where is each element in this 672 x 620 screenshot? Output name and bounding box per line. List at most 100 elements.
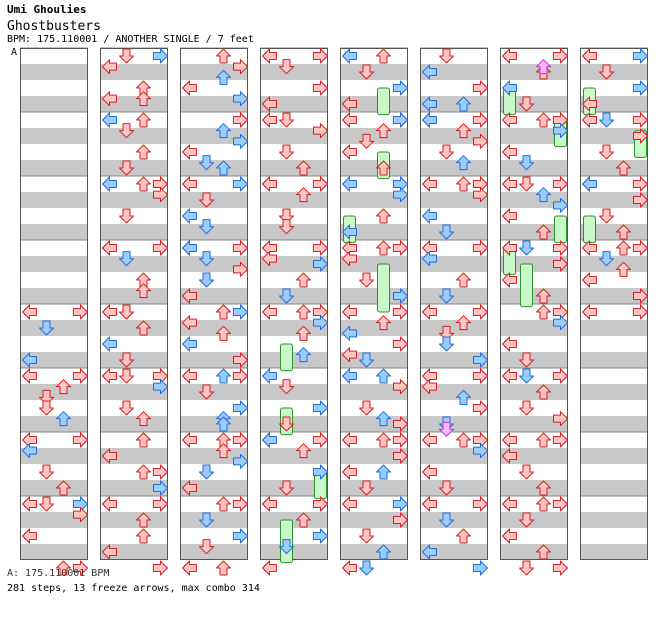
up-arrow-icon xyxy=(456,528,471,544)
right-arrow-icon xyxy=(473,240,488,256)
up-arrow-icon xyxy=(616,261,631,277)
freeze-arrow-down xyxy=(280,343,293,372)
right-arrow-icon xyxy=(73,368,88,384)
stripe xyxy=(180,256,248,272)
left-arrow-icon xyxy=(422,208,437,224)
stripe xyxy=(20,416,88,432)
up-arrow-icon xyxy=(536,288,551,304)
up-arrow-icon xyxy=(376,240,391,256)
up-arrow-icon xyxy=(216,69,231,85)
left-arrow-icon xyxy=(582,48,597,64)
right-arrow-icon xyxy=(553,240,568,256)
stripe xyxy=(260,224,328,240)
up-arrow-icon xyxy=(216,443,231,459)
right-arrow-icon xyxy=(393,187,408,203)
column-border xyxy=(340,48,408,560)
up-arrow-icon xyxy=(56,411,71,427)
up-arrow-icon xyxy=(376,411,391,427)
up-arrow-icon xyxy=(456,432,471,448)
stripe xyxy=(500,288,568,304)
left-arrow-icon xyxy=(262,496,277,512)
left-arrow-icon xyxy=(502,368,517,384)
down-arrow-icon xyxy=(599,64,614,80)
right-arrow-icon xyxy=(633,176,648,192)
down-arrow-icon xyxy=(199,272,214,288)
down-arrow-icon xyxy=(359,133,374,149)
stripe xyxy=(260,352,328,368)
freeze-arrow-left xyxy=(583,215,596,244)
up-arrow-icon xyxy=(136,320,151,336)
left-arrow-icon xyxy=(182,176,197,192)
left-arrow-icon xyxy=(262,560,277,576)
up-arrow-icon xyxy=(216,48,231,64)
up-arrow-icon xyxy=(56,480,71,496)
up-arrow-icon xyxy=(136,144,151,160)
left-arrow-icon xyxy=(22,496,37,512)
down-arrow-icon xyxy=(439,144,454,160)
right-arrow-icon xyxy=(553,432,568,448)
right-arrow-icon xyxy=(473,496,488,512)
right-arrow-icon xyxy=(393,416,408,432)
stripe xyxy=(420,352,488,368)
down-arrow-icon xyxy=(439,336,454,352)
up-arrow-icon xyxy=(56,560,71,576)
down-arrow-icon xyxy=(599,251,614,267)
right-arrow-icon xyxy=(153,560,168,576)
left-arrow-icon xyxy=(262,176,277,192)
up-arrow-icon xyxy=(376,123,391,139)
down-arrow-icon xyxy=(519,400,534,416)
down-arrow-icon xyxy=(199,219,214,235)
up-arrow-icon xyxy=(296,187,311,203)
down-arrow-icon xyxy=(519,176,534,192)
right-arrow-icon xyxy=(233,496,248,512)
right-arrow-icon xyxy=(553,197,568,213)
right-arrow-icon xyxy=(393,336,408,352)
down-arrow-icon xyxy=(199,251,214,267)
up-arrow-icon xyxy=(136,112,151,128)
left-arrow-icon xyxy=(502,80,517,96)
up-arrow-icon xyxy=(456,96,471,112)
left-arrow-icon xyxy=(422,251,437,267)
right-arrow-icon xyxy=(233,112,248,128)
right-arrow-icon xyxy=(233,352,248,368)
up-arrow-icon xyxy=(536,544,551,560)
up-arrow-icon xyxy=(136,464,151,480)
left-arrow-icon xyxy=(582,112,597,128)
left-arrow-icon xyxy=(422,379,437,395)
down-arrow-icon xyxy=(359,480,374,496)
left-arrow-icon xyxy=(502,528,517,544)
stripe xyxy=(180,416,248,432)
left-arrow-icon xyxy=(22,352,37,368)
stripe xyxy=(580,352,648,368)
left-arrow-icon xyxy=(422,96,437,112)
song-title: Ghostbusters xyxy=(7,19,101,34)
stripe xyxy=(580,320,648,336)
right-arrow-icon xyxy=(233,400,248,416)
up-arrow-icon xyxy=(376,432,391,448)
up-arrow-icon xyxy=(456,389,471,405)
down-arrow-icon xyxy=(279,288,294,304)
down-arrow-icon xyxy=(39,320,54,336)
stripe xyxy=(340,512,408,528)
up-arrow-icon xyxy=(296,512,311,528)
stripe xyxy=(20,352,88,368)
up-arrow-icon xyxy=(296,304,311,320)
up-arrow-icon xyxy=(376,368,391,384)
left-arrow-icon xyxy=(102,336,117,352)
left-arrow-icon xyxy=(182,80,197,96)
stripe xyxy=(580,128,648,144)
down-arrow-icon xyxy=(439,480,454,496)
stripe xyxy=(20,384,88,400)
left-arrow-icon xyxy=(342,251,357,267)
down-arrow-icon xyxy=(39,400,54,416)
left-arrow-icon xyxy=(262,368,277,384)
right-arrow-icon xyxy=(393,496,408,512)
left-arrow-icon xyxy=(342,560,357,576)
stripe xyxy=(20,480,88,496)
down-arrow-icon xyxy=(279,480,294,496)
right-arrow-icon xyxy=(473,80,488,96)
down-arrow-icon xyxy=(359,400,374,416)
stripe xyxy=(500,256,568,272)
down-arrow-icon xyxy=(39,464,54,480)
right-arrow-icon xyxy=(473,443,488,459)
